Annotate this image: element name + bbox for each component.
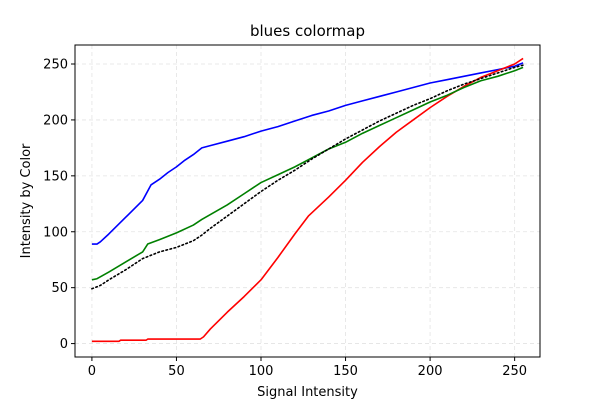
series-lines xyxy=(91,57,524,343)
y-tick-label: 0 xyxy=(60,337,68,352)
chart-title: blues colormap xyxy=(250,22,365,40)
x-tick-label: 200 xyxy=(418,364,443,379)
x-tick-label: 50 xyxy=(168,364,185,379)
y-tick-label: 100 xyxy=(43,225,68,240)
y-axis: 0 50 100 150 200 250 xyxy=(43,58,75,352)
series-line-2 xyxy=(91,57,524,343)
x-tick-label: 250 xyxy=(502,364,527,379)
series-line-4 xyxy=(91,64,524,290)
series-line-1 xyxy=(91,62,524,245)
y-tick-label: 50 xyxy=(51,281,68,296)
plot-frame xyxy=(74,44,541,358)
x-tick-label: 100 xyxy=(249,364,274,379)
y-axis-label: Intensity by Color xyxy=(19,143,34,258)
x-tick-label: 0 xyxy=(88,364,96,379)
y-tick-label: 250 xyxy=(43,58,68,73)
series-line-3 xyxy=(91,66,524,281)
y-tick-label: 150 xyxy=(43,169,68,184)
x-axis-label: Signal Intensity xyxy=(257,385,358,400)
x-tick-label: 150 xyxy=(333,364,358,379)
x-axis: 0 50 100 150 200 250 xyxy=(88,357,527,379)
grid xyxy=(75,45,540,357)
y-tick-label: 200 xyxy=(43,113,68,128)
